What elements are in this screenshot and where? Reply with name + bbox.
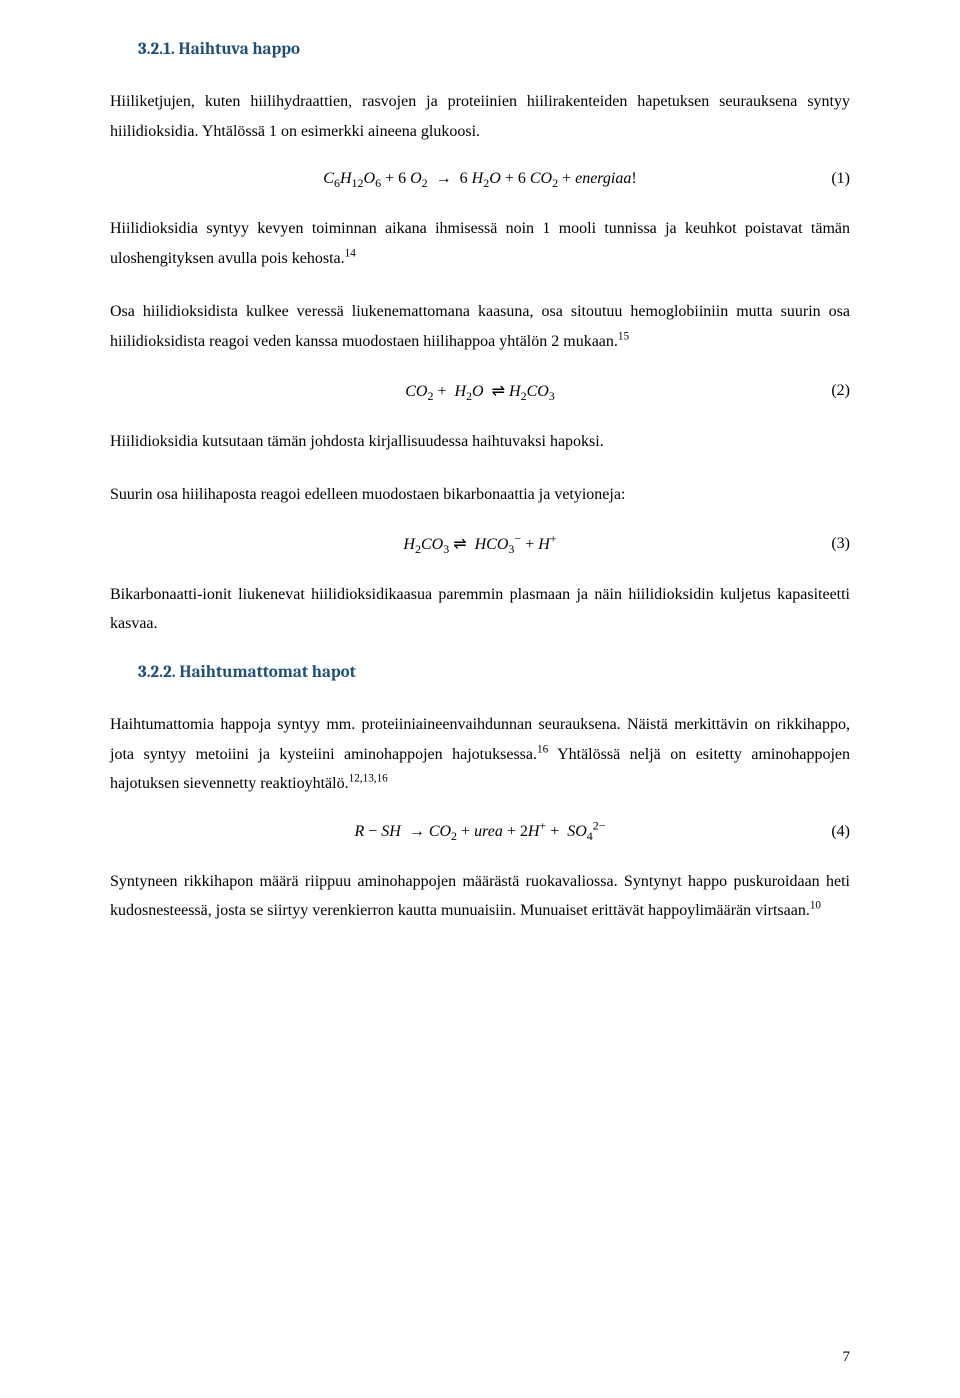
paragraph-8: Syntyneen rikkihapon määrä riippuu amino… (110, 867, 850, 926)
equation-2: CO2 + H2O ⇌ H2CO3 (2) (110, 381, 850, 401)
equation-4-content: R − SH → CO2 + urea + 2H+ + SO42− (110, 823, 850, 841)
paragraph-2-text: Hiilidioksidia syntyy kevyen toiminnan a… (110, 220, 850, 267)
equation-3: H2CO3 ⇌ HCO3− + H+ (3) (110, 534, 850, 554)
ref-14: 14 (345, 247, 356, 259)
ref-10: 10 (810, 900, 821, 912)
paragraph-3-text: Osa hiilidioksidista kulkee veressä liuk… (110, 303, 850, 350)
paragraph-3: Osa hiilidioksidista kulkee veressä liuk… (110, 297, 850, 356)
paragraph-8-text: Syntyneen rikkihapon määrä riippuu amino… (110, 873, 850, 920)
equation-4: R − SH → CO2 + urea + 2H+ + SO42− (4) (110, 823, 850, 841)
equation-1-number: (1) (831, 170, 850, 188)
paragraph-5: Suurin osa hiilihaposta reagoi edelleen … (110, 480, 850, 510)
section-title-2: Haihtumattomat hapot (179, 663, 356, 682)
ref-16: 16 (537, 743, 548, 755)
paragraph-4: Hiilidioksidia kutsutaan tämän johdosta … (110, 427, 850, 457)
equation-2-content: CO2 + H2O ⇌ H2CO3 (110, 381, 850, 401)
section-heading-1: 3.2.1. Haihtuva happo (110, 40, 850, 59)
paragraph-1: Hiiliketjujen, kuten hiilihydraattien, r… (110, 87, 850, 146)
equation-1: C6H12O6 + 6 O2 → 6 H2O + 6 CO2 + energia… (110, 170, 850, 188)
equation-3-number: (3) (831, 535, 850, 553)
ref-121316: 12,13,16 (349, 773, 388, 785)
page-number: 7 (843, 1349, 851, 1366)
equation-1-content: C6H12O6 + 6 O2 → 6 H2O + 6 CO2 + energia… (110, 170, 850, 188)
section-title: Haihtuva happo (179, 40, 300, 59)
paragraph-6: Bikarbonaatti-ionit liukenevat hiilidiok… (110, 580, 850, 639)
section-heading-2: 3.2.2. Haihtumattomat hapot (110, 663, 850, 682)
section-number: 3.2.1. (138, 40, 175, 59)
equation-2-number: (2) (831, 382, 850, 400)
equation-4-number: (4) (831, 823, 850, 841)
section-number-2: 3.2.2. (138, 663, 176, 682)
paragraph-2: Hiilidioksidia syntyy kevyen toiminnan a… (110, 214, 850, 273)
ref-15: 15 (618, 331, 629, 343)
equation-3-content: H2CO3 ⇌ HCO3− + H+ (110, 534, 850, 554)
paragraph-7: Haihtumattomia happoja syntyy mm. protei… (110, 710, 850, 799)
